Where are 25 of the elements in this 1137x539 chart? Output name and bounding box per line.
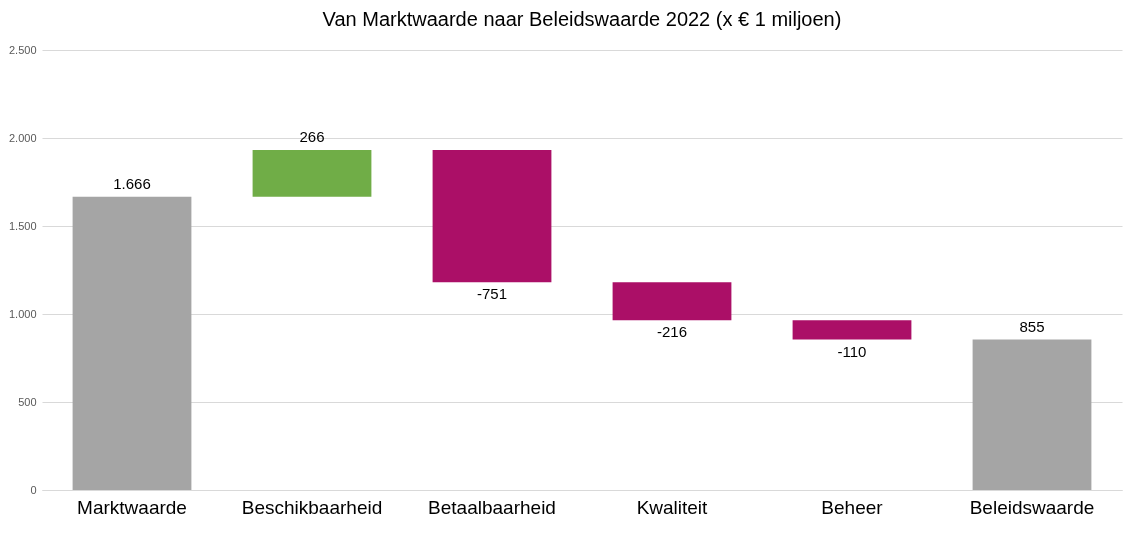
y-tick-label: 0 bbox=[30, 483, 37, 496]
x-tick-label: Beschikbaarheid bbox=[241, 496, 383, 518]
data-label: 1.666 bbox=[113, 174, 151, 192]
bar bbox=[972, 339, 1092, 490]
x-tick-label: Beheer bbox=[821, 496, 884, 518]
y-tick-label: 1.500 bbox=[8, 219, 37, 232]
x-tick-label: Marktwaarde bbox=[77, 496, 187, 518]
y-tick-label: 1.000 bbox=[8, 307, 37, 320]
y-tick-label: 500 bbox=[18, 395, 37, 408]
data-label: 855 bbox=[1019, 317, 1045, 335]
y-tick-label: 2.000 bbox=[8, 131, 37, 144]
data-label: -216 bbox=[656, 323, 688, 341]
bar bbox=[792, 320, 912, 340]
x-tick-label: Kwaliteit bbox=[636, 496, 709, 518]
x-tick-label: Beleidswaarde bbox=[969, 496, 1095, 518]
bar bbox=[72, 196, 192, 490]
x-tick-label: Betaalbaarheid bbox=[428, 496, 556, 518]
y-tick-label: 2.500 bbox=[8, 43, 37, 56]
chart-title: Van Marktwaarde naar Beleidswaarde 2022 (x € 1 miljoen) bbox=[322, 8, 842, 30]
bar bbox=[432, 149, 552, 283]
data-label: -110 bbox=[837, 342, 867, 360]
data-label: 266 bbox=[299, 127, 325, 145]
bar bbox=[252, 149, 372, 197]
bar bbox=[612, 282, 732, 321]
data-label: -751 bbox=[476, 285, 508, 303]
